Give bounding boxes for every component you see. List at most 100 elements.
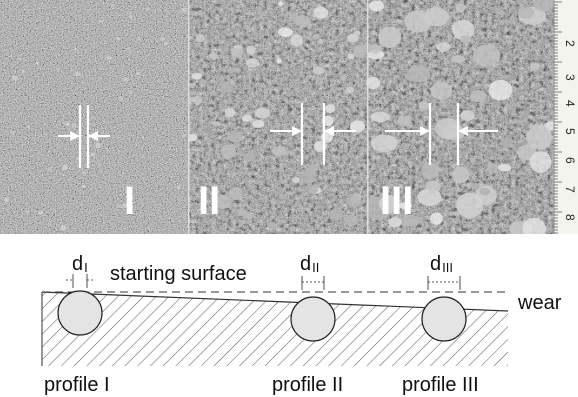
aggregate-stone (21, 69, 25, 73)
aggregate-stone (292, 177, 300, 183)
aggregate-stone (18, 57, 21, 60)
aggregate-stone (141, 135, 144, 138)
aggregate-stone (388, 217, 402, 228)
aggregate-stone (74, 71, 81, 77)
aggregate-stone (254, 107, 270, 119)
aggregate-stone (365, 76, 381, 90)
aggregate-stone (164, 41, 169, 46)
aggregate-stone (294, 15, 311, 28)
aggregate-stone (24, 210, 30, 214)
aggregate-stone (95, 160, 101, 165)
ruler-number: 5 (563, 128, 577, 135)
aggregate-stone (290, 34, 303, 47)
aggregate-stone (139, 156, 142, 158)
aggregate-stone (430, 81, 453, 100)
aggregate-stone (183, 214, 186, 216)
aggregate-stone (243, 211, 255, 220)
aggregate-stone (379, 194, 400, 213)
width-indicator-II (270, 103, 356, 165)
aggregate-stone (66, 98, 72, 102)
aggregate-stone (517, 6, 535, 19)
aggregate-stone (81, 171, 86, 175)
aggregate-stone (21, 58, 24, 61)
aggregate-stone (55, 144, 62, 149)
aggregate-stone (456, 192, 483, 219)
aggregate-stone (234, 210, 240, 216)
aggregate-stone (339, 74, 347, 81)
aggregate-stone (350, 194, 360, 203)
aggregate-stone (272, 146, 288, 156)
aggregate-stone (451, 55, 465, 64)
aggregate-stone (347, 53, 355, 60)
aggregate-stone (354, 30, 361, 36)
aggregate-stone (10, 131, 15, 134)
aggregate-stone (95, 142, 101, 149)
aggregate-stone (191, 72, 203, 80)
ruler-number: 6 (563, 157, 577, 164)
ruler-number: 8 (563, 214, 577, 221)
aggregate-stone (346, 86, 355, 94)
aggregate-stone (59, 96, 66, 100)
aggregate-stone (500, 137, 513, 148)
aggregate-stone (62, 165, 68, 171)
aggregate-stone (110, 75, 114, 79)
aggregate-stone (248, 118, 255, 123)
aggregate-stone (370, 111, 390, 123)
aggregate-stone (526, 124, 552, 150)
sample-panel-I (0, 0, 188, 234)
aggregate-stone (103, 27, 109, 32)
aggregate-stone (436, 42, 451, 52)
aggregate-stones (1, 0, 558, 234)
ruler-number: 4 (563, 100, 577, 107)
aggregate-stone (455, 3, 466, 13)
aggregate-stone (114, 135, 120, 139)
aggregate-stone (347, 33, 359, 43)
aggregate-stone (277, 1, 284, 6)
aggregate-stone (145, 7, 150, 11)
aggregate-stone (276, 58, 282, 64)
aggregate-stone (179, 166, 182, 169)
aggregate-stone (129, 12, 132, 15)
aggregate-stone (349, 120, 366, 133)
aggregate-stone (118, 96, 124, 102)
aggregate-stone (224, 107, 236, 118)
aggregate-stone (230, 67, 237, 73)
aggregate-stone (60, 203, 65, 207)
aggregate-stone (52, 10, 56, 13)
aggregate-stone (24, 103, 30, 108)
measure-dim-II (301, 276, 325, 290)
aggregate-stone (435, 117, 461, 140)
aggregate-stone (98, 19, 103, 23)
aggregate-stone (56, 132, 61, 136)
aggregate-stone (126, 52, 129, 56)
aggregate-stone (55, 68, 60, 72)
aggregate-stone (529, 62, 540, 71)
aggregate-stone (255, 181, 260, 185)
aggregate-stone (472, 44, 501, 67)
aggregate-stone (106, 56, 112, 60)
aggregate-stone (117, 204, 121, 208)
aggregate-stone (312, 66, 325, 75)
aggregate-stone (63, 8, 66, 11)
aggregate-stone (368, 0, 384, 12)
aggregate-stone (160, 36, 166, 41)
starting-surface-label: starting surface (110, 263, 247, 285)
aggregate-stone (404, 10, 433, 33)
aggregate-stone (288, 13, 297, 22)
aggregate-stone (81, 82, 87, 86)
aggregate-stone (81, 147, 84, 150)
aggregate-stone (313, 33, 320, 38)
aggregate-stone (369, 44, 382, 54)
aggregate-stone (470, 182, 480, 190)
aggregate-stone (407, 65, 430, 83)
aggregate-stone (304, 184, 319, 195)
wear-label: wear (517, 292, 562, 314)
aggregate-stone (60, 143, 67, 148)
aggregate-stone (320, 131, 333, 143)
aggregate-stone (121, 204, 128, 208)
aggregate-stone (246, 45, 256, 55)
aggregate-stone (156, 7, 161, 11)
aggregate-stone (154, 219, 157, 221)
aggregate-stone (170, 205, 173, 207)
ruler-number: 2 (563, 40, 577, 47)
